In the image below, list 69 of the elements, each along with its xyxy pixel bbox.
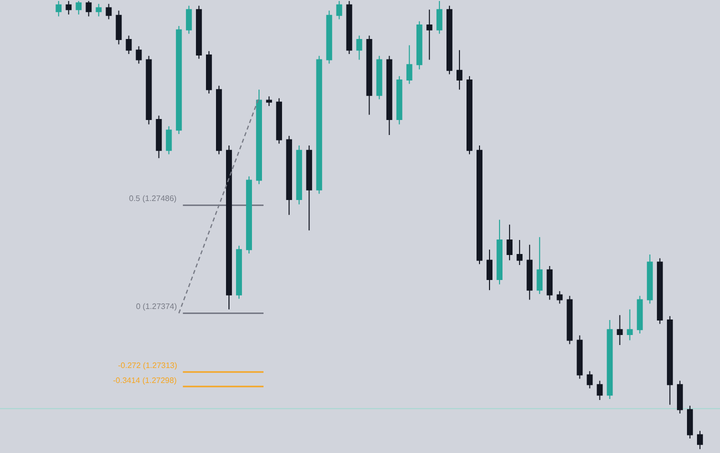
- candlestick: [476, 145, 482, 265]
- candlestick: [256, 89, 262, 185]
- candlestick: [666, 316, 673, 406]
- ref-line-label: 0 (1.27374): [136, 302, 178, 311]
- candlestick: [396, 76, 402, 125]
- candlestick: [536, 236, 543, 294]
- candlestick: [126, 35, 132, 54]
- candlestick: [316, 55, 322, 194]
- candlestick: [446, 5, 452, 75]
- candlestick: [206, 50, 212, 94]
- candlestick: [676, 380, 683, 414]
- candlestick: [656, 258, 663, 324]
- candlestick: [436, 0, 442, 34]
- ref-line-label: -0.3414 (1.27298): [113, 376, 177, 385]
- ref-line-label: -0.272 (1.27313): [118, 361, 178, 370]
- candlestick: [236, 245, 242, 300]
- candlestick: [466, 76, 472, 155]
- candlestick: [66, 0, 72, 15]
- candlestick: [226, 145, 232, 310]
- candlestick: [516, 239, 523, 266]
- candlestick: [136, 46, 142, 64]
- candlestick: [496, 219, 502, 285]
- candlestick: [306, 145, 312, 231]
- candlestick: [506, 224, 513, 261]
- candlestick: [96, 3, 102, 17]
- candlestick: [616, 314, 623, 346]
- candlestick: [486, 249, 492, 291]
- candlestick: [366, 35, 372, 116]
- candlestick: [326, 10, 332, 64]
- candlestick: [216, 85, 222, 155]
- candlestick: [426, 9, 432, 60]
- candlestick: [246, 176, 252, 254]
- candlestick: [386, 55, 392, 136]
- ref-line-label: 0.5 (1.27486): [129, 194, 177, 203]
- candlestick: [596, 380, 603, 400]
- candlestick: [697, 430, 703, 450]
- candlestick: [116, 10, 122, 45]
- candlestick: [636, 295, 643, 334]
- candlestick: [586, 370, 593, 389]
- candlestick: [56, 0, 62, 17]
- candlestick: [86, 0, 92, 17]
- candlestick: [606, 319, 613, 400]
- candlestick: [106, 3, 112, 20]
- candlestick: [646, 254, 653, 304]
- candlestick: [186, 5, 192, 34]
- candlestick: [456, 50, 462, 90]
- candlestick: [266, 96, 272, 107]
- candlestick: [686, 405, 693, 440]
- candlestick: [286, 135, 292, 216]
- candlestick: [196, 5, 202, 60]
- candlestick: [416, 20, 422, 70]
- candlestick: [556, 290, 563, 304]
- candlestick: [566, 295, 573, 345]
- candlestick: [336, 0, 342, 20]
- candlestick: [376, 55, 382, 100]
- candlestick: [176, 26, 182, 134]
- candlestick: [166, 126, 172, 155]
- candlestick: [146, 55, 152, 125]
- candlestick: [546, 266, 553, 300]
- candlestick: [276, 98, 282, 144]
- candlestick: [346, 0, 352, 54]
- candlestick: [296, 145, 302, 205]
- candlestick: [356, 35, 362, 60]
- candlestick: [156, 115, 162, 159]
- candlestick: [576, 334, 583, 380]
- candlestick: [526, 244, 533, 300]
- candlestick: [76, 0, 82, 15]
- candlestick: [406, 44, 412, 84]
- candlestick: [626, 308, 633, 341]
